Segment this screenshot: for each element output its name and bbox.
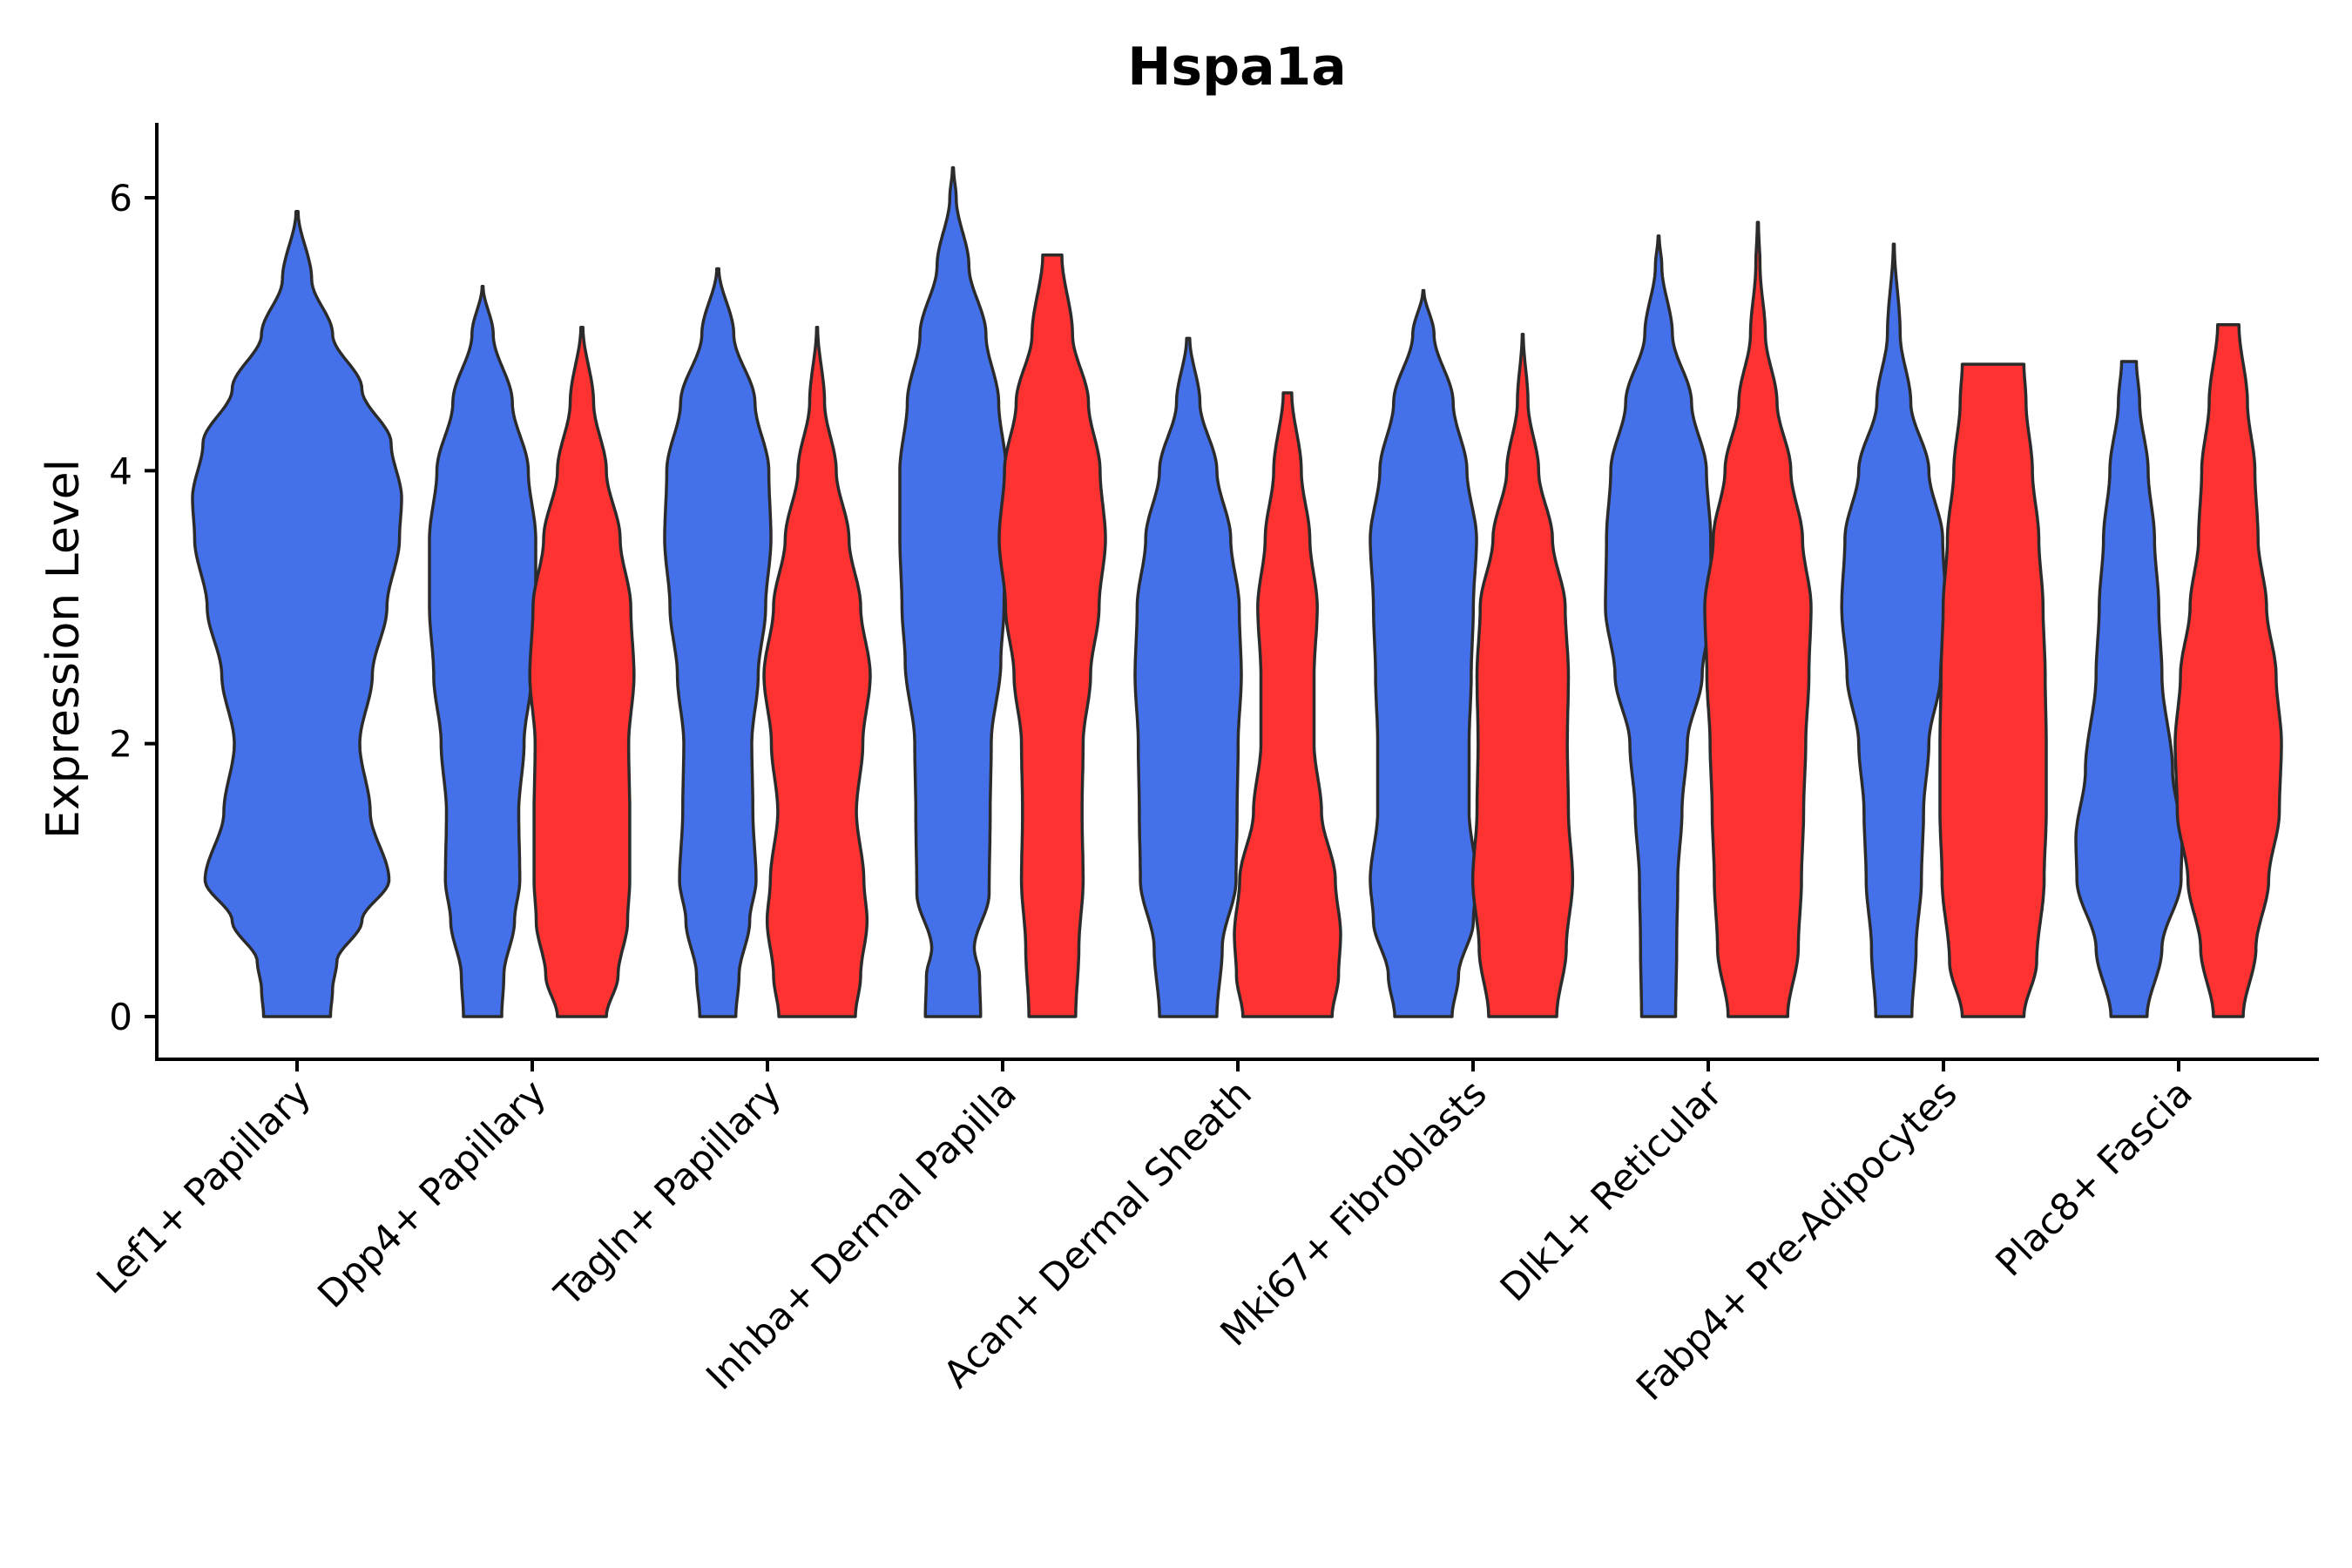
- x-tick-label: Plac8+ Fascia: [1988, 1071, 2201, 1285]
- chart-title: Hspa1a: [1127, 37, 1347, 98]
- violin-red: [762, 326, 872, 1018]
- violin-red: [1233, 391, 1342, 1018]
- violin-group: [191, 166, 2283, 1018]
- violin-blue: [663, 267, 773, 1018]
- violin-blue: [2074, 360, 2184, 1018]
- y-tick-label: 2: [109, 723, 132, 766]
- violin-blue: [191, 209, 403, 1018]
- violin-red: [2173, 322, 2283, 1018]
- violin-red: [1703, 220, 1813, 1018]
- y-tick-label: 0: [109, 996, 132, 1038]
- y-tick-label: 6: [109, 177, 132, 220]
- violin-red: [1938, 362, 2048, 1018]
- violin-blue: [428, 285, 537, 1018]
- violin-red: [528, 326, 636, 1018]
- x-tick-label: Mki67+ Fibroblasts: [1213, 1071, 1496, 1355]
- violin-blue: [1133, 336, 1243, 1018]
- y-axis-label: Expression Level: [37, 459, 90, 839]
- violin-red: [1470, 332, 1575, 1018]
- x-tick-label: Lef1+ Papillary: [89, 1071, 320, 1302]
- violin-blue: [1840, 242, 1948, 1018]
- x-tick-label: Tagln+ Papillary: [546, 1071, 790, 1315]
- violin-red: [997, 253, 1107, 1018]
- violin-blue: [1604, 234, 1713, 1018]
- violin-blue: [898, 166, 1008, 1018]
- y-ticks: 0 2 4 6: [109, 177, 157, 1038]
- x-tick-label: Dpp4+ Papillary: [310, 1071, 555, 1316]
- y-tick-label: 4: [109, 449, 132, 492]
- x-tick-label: Dlk1+ Reticular: [1492, 1071, 1731, 1310]
- violin-blue: [1369, 288, 1478, 1018]
